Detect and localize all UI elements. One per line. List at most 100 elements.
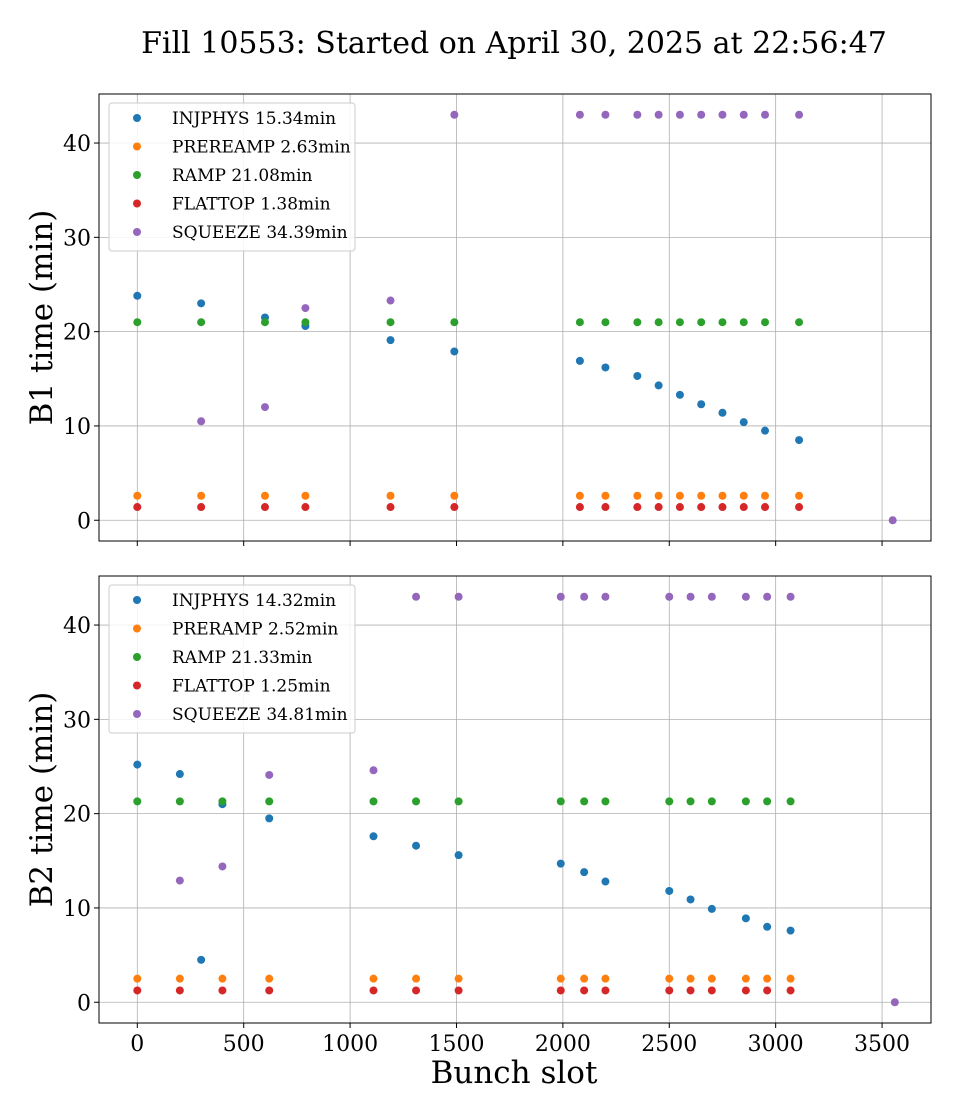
data-point [718,318,727,327]
x-tick-label: 1500 [428,1032,484,1057]
data-point [412,986,421,995]
data-point [197,299,206,308]
data-point [450,110,459,119]
legend-label: INJPHYS 14.32min [172,591,336,611]
data-point [665,797,674,806]
data-point [763,986,772,995]
series-3-points [133,986,795,995]
data-point [697,491,706,500]
data-point [197,417,206,426]
data-point [386,336,395,345]
legend-label: RAMP 21.08min [172,166,313,186]
data-point [795,318,804,327]
data-point [133,503,142,512]
legend-marker [133,710,141,718]
data-point [260,503,269,512]
data-point [890,998,899,1007]
series-4-points [175,592,899,1007]
data-point [133,491,142,500]
data-point [741,986,750,995]
data-point [761,426,770,435]
series-0-points [133,291,804,445]
data-point [412,974,421,983]
data-point [301,304,310,313]
data-point [218,986,227,995]
y-axis-label: B1 time (min) [24,210,60,426]
data-point [601,797,610,806]
data-point [197,955,206,964]
data-point [697,110,706,119]
data-point [633,371,642,380]
series-2-points [133,318,804,327]
data-point [265,770,274,779]
data-point [761,110,770,119]
y-tick-label: 40 [63,614,91,639]
data-point [412,797,421,806]
data-point [718,110,727,119]
data-point [675,503,684,512]
data-point [601,318,610,327]
y-tick-label: 0 [77,991,91,1016]
data-point [575,503,584,512]
legend-marker [133,653,141,661]
data-point [580,974,589,983]
data-point [575,491,584,500]
legend-label: FLATTOP 1.25min [172,677,331,697]
data-point [686,986,695,995]
data-point [686,974,695,983]
data-point [386,296,395,305]
data-point [386,503,395,512]
data-point [665,986,674,995]
x-tick-label: 3500 [854,1032,910,1057]
legend-label: PRERAMP 2.52min [172,620,338,640]
data-point [686,797,695,806]
data-point [739,318,748,327]
x-tick-label: 1000 [322,1032,378,1057]
data-point [450,318,459,327]
data-point [580,868,589,877]
series-2-points [133,797,795,806]
legend-marker [133,171,141,179]
y-tick-label: 20 [63,321,91,346]
data-point [601,986,610,995]
x-axis-label: Bunch slot [431,1055,598,1091]
data-point [718,503,727,512]
data-point [133,760,142,769]
data-point [575,110,584,119]
data-point [601,110,610,119]
data-point [654,110,663,119]
data-point [786,592,795,601]
series-1-points [133,974,795,983]
legend-label: RAMP 21.33min [172,648,313,668]
data-point [601,503,610,512]
data-point [556,592,565,601]
data-point [601,877,610,886]
data-point [454,797,463,806]
data-point [786,797,795,806]
data-point [580,986,589,995]
legend-marker [133,228,141,236]
data-point [575,356,584,365]
b2-panel: 0 500 1000 1500 2000 2500 3000 3500 0 10 20 30 40 B2 … [24,575,932,1057]
data-point [265,814,274,823]
data-point [739,503,748,512]
data-point [675,110,684,119]
data-point [412,592,421,601]
data-point [369,766,378,775]
data-point [450,347,459,356]
data-point [556,859,565,868]
legend-marker [133,624,141,633]
data-point [633,110,642,119]
data-point [450,491,459,500]
data-point [265,797,274,806]
data-point [369,974,378,983]
data-point [197,491,206,500]
data-point [454,974,463,983]
data-point [707,986,716,995]
series-4-points [197,110,897,525]
data-point [175,797,184,806]
data-point [654,381,663,390]
data-point [197,503,206,512]
data-point [556,986,565,995]
